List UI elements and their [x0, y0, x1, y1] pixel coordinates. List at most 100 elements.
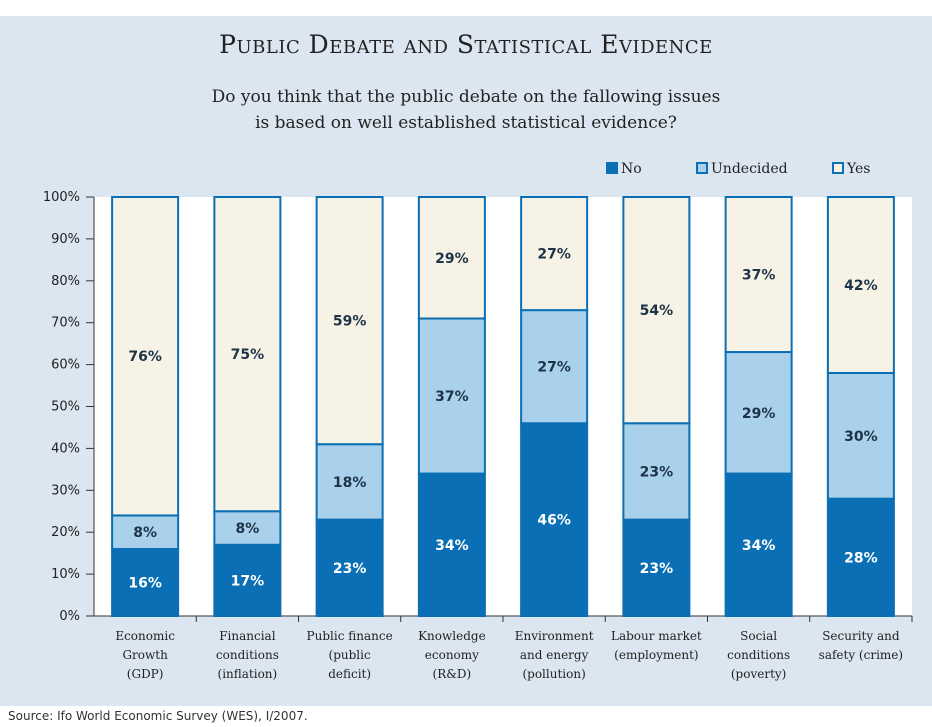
data-label: 8%	[235, 521, 259, 537]
y-tick-label: 80%	[51, 274, 80, 289]
data-label: 34%	[435, 538, 469, 554]
x-category-label: Security and safety (crime)	[809, 627, 913, 665]
x-category-label-line: Economic	[115, 629, 175, 643]
legend-swatch-undecided	[696, 162, 708, 174]
bar-segment-yes	[111, 196, 180, 517]
source-note: Source: Ifo World Economic Survey (WES),…	[8, 709, 308, 723]
data-label: 46%	[537, 513, 571, 529]
bar-segment-yes	[622, 196, 691, 425]
data-label: 76%	[128, 349, 162, 365]
bar-segment-undecided	[520, 309, 589, 425]
x-category-label: Social conditions (poverty)	[707, 627, 811, 684]
bar-segment-no	[213, 543, 282, 618]
y-tick-label: 90%	[51, 232, 80, 247]
x-category-label-line: (poverty)	[730, 667, 787, 681]
x-category-label-line: Security and	[822, 629, 900, 643]
bar-segment-yes	[213, 196, 282, 513]
legend-label-yes: Yes	[847, 161, 871, 177]
data-label: 18%	[333, 475, 367, 491]
bar-segment-yes	[724, 196, 793, 354]
bar-segment-no	[315, 518, 384, 618]
data-label: 54%	[640, 303, 674, 319]
chart-title: Public Debate and Statistical Evidence	[219, 30, 713, 59]
x-category-label-line: Financial	[219, 629, 276, 643]
bar-segment-no	[622, 518, 691, 618]
data-label: 59%	[333, 314, 367, 330]
data-label: 34%	[742, 538, 776, 554]
data-label: 75%	[231, 347, 265, 363]
y-tick-label: 10%	[51, 567, 80, 582]
x-category-label-line: conditions	[727, 648, 791, 662]
x-category-label: Knowledge economy (R&D)	[400, 627, 504, 684]
header-strip	[0, 0, 932, 16]
data-label: 16%	[128, 575, 162, 591]
subtitle-line-2: is based on well established statistical…	[255, 113, 677, 133]
y-tick-label: 40%	[51, 441, 80, 456]
x-category-label: Public finance (public deficit)	[298, 627, 402, 684]
bar-segment-no	[826, 497, 895, 617]
x-category-label-line: (GDP)	[126, 667, 164, 681]
x-category-label-line: conditions	[215, 648, 279, 662]
y-tick-label: 70%	[51, 316, 80, 331]
x-category-label-line: Social	[740, 629, 778, 643]
x-category-label-line: and energy	[519, 648, 589, 662]
data-label: 30%	[844, 429, 878, 445]
y-tick-label: 50%	[51, 400, 80, 415]
bar-segment-yes	[417, 196, 486, 320]
x-category-label: Economic Growth (GDP)	[93, 627, 197, 684]
legend-label-undecided: Undecided	[711, 161, 788, 177]
data-label: 29%	[435, 251, 469, 267]
data-label: 27%	[537, 360, 571, 376]
y-tick-label: 0%	[59, 609, 80, 624]
x-category-label-line: safety (crime)	[818, 648, 904, 662]
chart-subtitle: Do you think that the public debate on t…	[0, 84, 932, 136]
subtitle-line-1: Do you think that the public debate on t…	[211, 87, 721, 107]
data-label: 17%	[231, 573, 265, 589]
legend-item-yes: Yes	[832, 161, 871, 177]
x-category-label: Labour market (employment)	[604, 627, 708, 665]
bar-segment-no	[520, 422, 589, 618]
y-tick-label: 60%	[51, 358, 80, 373]
x-category-label-line: (employment)	[614, 648, 699, 662]
data-label: 42%	[844, 278, 878, 294]
x-category-label-line: (pollution)	[522, 667, 586, 681]
data-label: 29%	[742, 406, 776, 422]
x-category-label-line: Growth	[122, 648, 168, 662]
bar-segment-no	[417, 472, 486, 618]
y-tick-label: 30%	[51, 483, 80, 498]
x-category-label-line: Public finance	[306, 629, 393, 643]
x-category-label-line: (inflation)	[217, 667, 278, 681]
legend-label-no: No	[621, 161, 642, 177]
data-label: 28%	[844, 550, 878, 566]
x-category-label-line: Environment	[514, 629, 594, 643]
bar-segment-yes	[826, 196, 895, 374]
data-label: 23%	[640, 464, 674, 480]
stacked-bar-chart: 0% 10% 20% 30% 40% 50% 60% 70% 80% 90% 100% 16% 8% 76…	[43, 190, 913, 624]
bar-segment-no	[724, 472, 793, 618]
bar-segment-yes	[520, 196, 589, 312]
bar-segment-undecided	[315, 443, 384, 521]
x-category-label-line: deficit)	[328, 667, 372, 681]
x-category-label-line: (R&D)	[432, 667, 472, 681]
data-label: 27%	[537, 247, 571, 263]
bar-segment-undecided	[417, 317, 486, 475]
data-label: 23%	[333, 561, 367, 577]
bar-segment-yes	[315, 196, 384, 446]
legend-item-no: No	[606, 161, 642, 177]
data-label: 8%	[133, 525, 157, 541]
legend-item-undecided: Undecided	[696, 161, 788, 177]
x-category-label: Environment and energy (pollution)	[502, 627, 606, 684]
y-tick-label: 20%	[51, 525, 80, 540]
x-category-label-line: economy	[424, 648, 479, 662]
bar-segment-undecided	[724, 351, 793, 475]
x-category-label: Financial conditions (inflation)	[195, 627, 299, 684]
legend-swatch-no	[606, 162, 618, 174]
legend-swatch-yes	[832, 162, 844, 174]
data-label: 37%	[742, 268, 776, 284]
data-label: 37%	[435, 389, 469, 405]
x-category-label-line: Labour market	[610, 629, 702, 643]
x-category-label-line: (public	[328, 648, 371, 662]
x-category-label-line: Knowledge	[418, 629, 486, 643]
y-tick-label: 100%	[43, 190, 80, 205]
bar-segment-undecided	[111, 514, 180, 550]
